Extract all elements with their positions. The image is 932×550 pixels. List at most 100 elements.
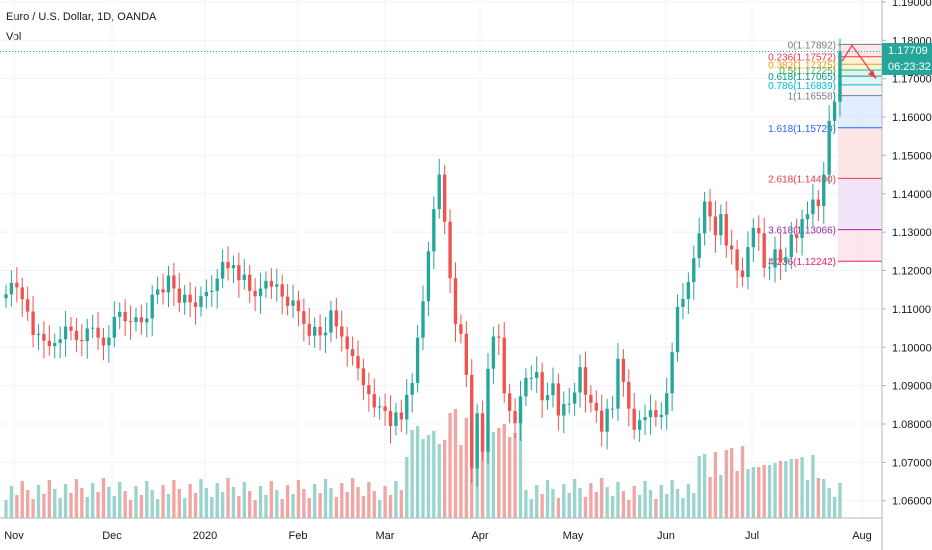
volume-bar (307, 498, 311, 518)
fib-zone (838, 56, 882, 65)
candle-body (345, 336, 349, 350)
volume-bar (675, 489, 680, 518)
volume-bar (226, 478, 230, 518)
volume-bar (643, 481, 647, 518)
volume-bar (426, 435, 431, 518)
volume-bar (562, 484, 566, 518)
candle-body (285, 296, 290, 306)
candle-body (302, 311, 306, 324)
volume-bar (345, 492, 349, 518)
candle-body (388, 410, 393, 426)
volume-bar (210, 497, 214, 518)
candle-body (210, 290, 214, 292)
candle-body (681, 298, 685, 307)
fib-level-label: 4.236(1.12242) (768, 257, 836, 268)
volume-bar (323, 479, 328, 518)
candle-body (572, 392, 577, 404)
candle-body (128, 321, 133, 323)
volume-bar (491, 432, 496, 518)
volume-bar (248, 491, 252, 518)
candle-body (226, 262, 230, 269)
volume-bar (442, 440, 447, 518)
candle-body (692, 258, 696, 283)
volume-bar (730, 448, 734, 518)
fib-level-label: 0.382(1.17375) (768, 60, 836, 71)
candle-body (53, 343, 57, 347)
fib-zone (838, 44, 882, 57)
volume-bar (784, 461, 788, 518)
price-tick-label: 1.09000 (892, 381, 932, 393)
candle-body (383, 406, 387, 411)
candle-body (762, 233, 766, 268)
candle-body (605, 408, 609, 432)
price-tick-label: 1.16000 (892, 112, 932, 124)
candle-body (372, 394, 376, 408)
candle-body (367, 385, 371, 395)
candle-body (643, 417, 647, 421)
fib-zone (838, 127, 882, 179)
candle-body (42, 333, 46, 341)
volume-bar (367, 482, 371, 518)
volume-bar (183, 498, 187, 518)
price-tick-label: 1.13000 (892, 227, 932, 239)
time-tick-label: Apr (471, 530, 488, 542)
volume-bar (31, 499, 35, 518)
candle-body (556, 383, 561, 416)
candle-body (291, 300, 295, 306)
volume-bar (356, 487, 360, 518)
candle-body (318, 326, 322, 336)
candle-body (610, 408, 615, 410)
candle-body (199, 296, 203, 307)
price-tick-label: 1.19000 (892, 0, 932, 9)
volume-bar (90, 483, 95, 518)
symbol-title[interactable]: Euro / U.S. Dollar, 1D, OANDA (6, 11, 157, 23)
volume-bar (329, 488, 333, 518)
candle-body (118, 311, 122, 317)
candle-body (437, 174, 441, 210)
candle-body (480, 413, 485, 452)
price-tick-label: 1.15000 (892, 150, 932, 162)
volume-bar (692, 493, 696, 518)
volume-bar (535, 485, 539, 518)
candle-body (350, 349, 355, 357)
candle-body (789, 234, 793, 258)
volume-bar (58, 498, 62, 518)
volume-bar (313, 484, 317, 518)
candle-body (85, 328, 89, 342)
candle-body (183, 294, 187, 303)
price-tick-label: 1.12000 (892, 266, 932, 278)
volume-bar (811, 455, 815, 518)
fib-level-label: 0.236(1.17572) (768, 53, 836, 64)
candle-body (735, 249, 739, 271)
candle-body (329, 310, 333, 333)
volume-bar (497, 428, 501, 518)
candle-body (589, 394, 593, 403)
volume-bar (794, 459, 799, 518)
candle-body (96, 327, 100, 338)
price-tick-label: 1.10000 (892, 342, 932, 354)
volume-bar (648, 490, 653, 518)
volume-bar (85, 497, 89, 518)
candle-body (497, 336, 501, 338)
candle-body (231, 265, 236, 269)
projection-arrow (841, 44, 877, 80)
candle-body (269, 280, 274, 287)
candle-body (654, 410, 658, 418)
candle-body (264, 280, 268, 289)
volume-bar (713, 452, 718, 518)
volume-bar (578, 488, 582, 518)
candle-body (545, 395, 550, 401)
fib-level-label: 0.786(1.16839) (768, 81, 836, 92)
volume-bar (432, 431, 436, 518)
volume-bar (507, 437, 512, 518)
candle-body (112, 316, 116, 338)
candle-body (36, 333, 41, 335)
volume-bar (594, 492, 598, 518)
volume-bar (285, 485, 290, 518)
candle-body (237, 265, 241, 281)
volume-bar (145, 481, 149, 518)
candle-body (616, 358, 620, 409)
candle-body (475, 413, 479, 469)
candle-body (659, 414, 663, 418)
